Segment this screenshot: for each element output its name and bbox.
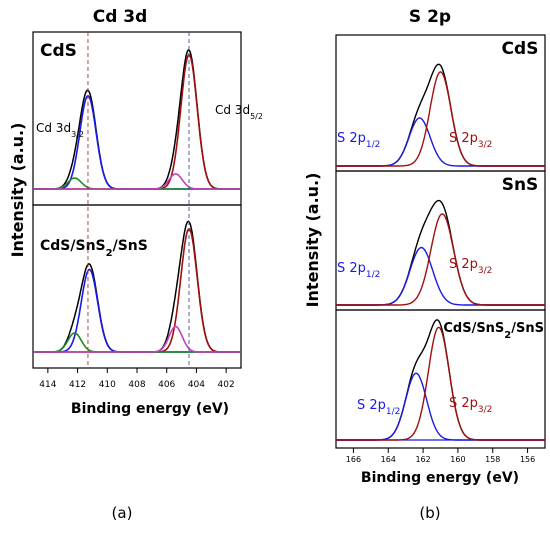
cd3d-xtick-label: 402 [218, 380, 235, 390]
chart-b-xlabel: Binding energy (eV) [361, 470, 519, 486]
s2p-xtick-label: 166 [346, 455, 361, 464]
caption-b: (b) [419, 504, 440, 522]
s2p-series-s-2p3-2 [336, 71, 545, 167]
chart-b-title: S 2p [409, 7, 451, 27]
s2p-sample-label: CdS/SnS2/SnS [443, 321, 544, 341]
chart-a-xlabel: Binding energy (eV) [71, 401, 229, 417]
s2p-xtick-label: 158 [485, 455, 500, 464]
s2p-sample-label: SnS [502, 175, 539, 195]
cd3d-xtick-label: 408 [128, 380, 145, 390]
s2p-xtick-label: 156 [520, 455, 535, 464]
cd3d-series-satellite-3d5-2 [33, 325, 241, 353]
chart-b-ylabel: Intensity (a.u.) [303, 173, 322, 308]
s2p-label-2p32: S 2p3/2 [449, 131, 492, 150]
s2p-label-2p32: S 2p3/2 [449, 396, 492, 415]
s2p-label-2p12: S 2p1/2 [357, 398, 400, 417]
s2p-panel-frame [335, 309, 546, 449]
chart-a-ylabel: Intensity (a.u.) [8, 123, 27, 258]
cd3d-xtick-label: 406 [158, 380, 175, 390]
cd3d-panel-1: CdS/SnS2/SnS [32, 204, 242, 369]
cd3d-label-3d32: Cd 3d3/2 [36, 121, 84, 139]
cd3d-panel-0: CdS Cd 3d3/2 Cd 3d5/2 [32, 31, 263, 206]
s2p-xtick-label: 162 [415, 455, 430, 464]
cd3d-xtick-label: 414 [39, 380, 56, 390]
cd3d-xtick-label: 404 [188, 380, 205, 390]
chart-a-title: Cd 3d [93, 7, 148, 27]
cd3d-sample-label: CdS/SnS2/SnS [40, 238, 148, 259]
s2p-xtick-label: 160 [450, 455, 465, 464]
s2p-label-2p32: S 2p3/2 [449, 257, 492, 276]
cd3d-sample-label: CdS [40, 41, 77, 61]
s2p-xtick-label: 164 [381, 455, 396, 464]
cd3d-series-satellite-3d5-2 [33, 173, 241, 190]
s2p-label-2p12: S 2p1/2 [337, 131, 380, 150]
cd3d-xtick-label: 412 [69, 380, 86, 390]
s2p-panel-0: CdS S 2p1/2 S 2p3/2 [335, 34, 546, 172]
s2p-panel-2: CdS/SnS2/SnS S 2p1/2 S 2p3/2 [335, 309, 546, 449]
s2p-series-s-2p3-2 [336, 326, 545, 441]
s2p-sample-label: CdS [502, 39, 539, 59]
caption-a: (a) [112, 504, 133, 522]
s2p-series-s-2p3-2 [336, 213, 545, 306]
cd3d-xtick-label: 410 [99, 380, 116, 390]
s2p-label-2p12: S 2p1/2 [337, 261, 380, 280]
cd3d-label-3d52: Cd 3d5/2 [215, 103, 263, 121]
s2p-panel-1: SnS S 2p1/2 S 2p3/2 [335, 170, 546, 311]
